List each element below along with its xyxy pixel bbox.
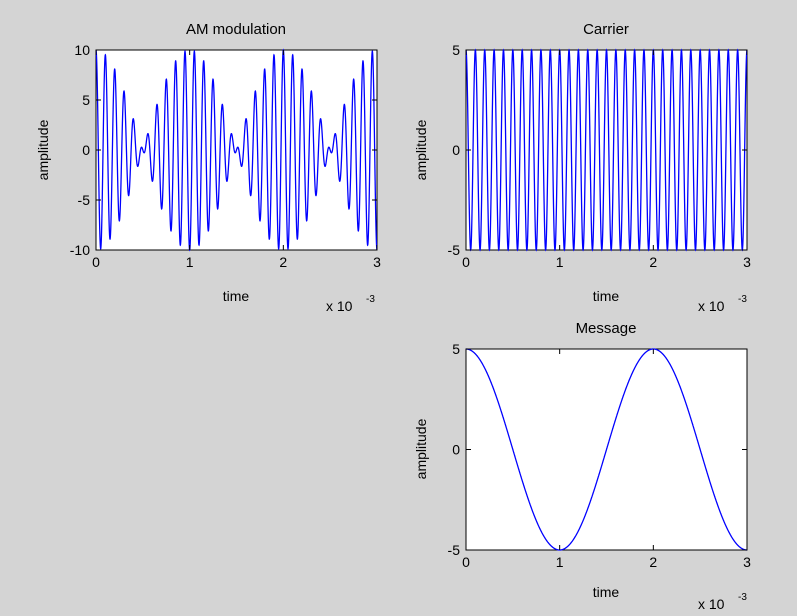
message-x-multiplier: x 10 -3	[698, 592, 747, 612]
message-chart: 0 1 2 3-505 Message time amplitude x 10 -3	[413, 320, 751, 612]
am-ytick-label-5: 5	[82, 92, 90, 108]
am-xtick-label-0: 0	[92, 254, 100, 270]
message-x-multiplier-exponent: -3	[738, 592, 747, 603]
carrier-xtick-label-1: 1	[556, 254, 564, 270]
am-ticks: 0 1 2 3 -10 -5 0 5 10	[70, 42, 381, 270]
am-x-multiplier: x 10 -3	[326, 294, 375, 314]
carrier-ytick-label-0: 0	[452, 142, 460, 158]
am-ylabel: amplitude	[35, 119, 51, 180]
message-x-multiplier-base: x 10	[698, 596, 725, 612]
carrier-x-multiplier-exponent: -3	[738, 294, 747, 305]
message-ytick-label-5: 5	[452, 341, 460, 357]
am-xtick-label-1: 1	[186, 254, 194, 270]
am-xlabel: time	[223, 288, 250, 304]
message-ticks: 0 1 2 3-505	[448, 341, 752, 570]
carrier-title: Carrier	[583, 21, 629, 38]
carrier-x-multiplier-base: x 10	[698, 298, 725, 314]
message-xlabel: time	[593, 584, 620, 600]
message-xtick-label-3: 3	[743, 554, 751, 570]
carrier-plot-area	[465, 49, 748, 251]
carrier-xlabel: time	[593, 288, 620, 304]
am-x-multiplier-exponent: -3	[366, 294, 375, 305]
message-ylabel: amplitude	[413, 418, 429, 479]
am-ytick-label--5: -5	[78, 192, 91, 208]
am-ytick-label-0: 0	[82, 142, 90, 158]
am-x-multiplier-base: x 10	[326, 298, 353, 314]
carrier-ylabel: amplitude	[413, 119, 429, 180]
carrier-ytick-label--5: -5	[448, 242, 461, 258]
message-xtick-label-2: 2	[649, 554, 657, 570]
message-title: Message	[576, 320, 637, 337]
am-ytick-label--10: -10	[70, 242, 90, 258]
carrier-chart: 0 1 2 3-505 Carrier time amplitude x 10 -3	[413, 21, 751, 314]
am-title: AM modulation	[186, 21, 286, 38]
am-xtick-label-3: 3	[373, 254, 381, 270]
carrier-x-multiplier: x 10 -3	[698, 294, 747, 314]
am-series-line	[95, 48, 378, 252]
message-series-line	[466, 348, 747, 551]
message-ytick-label-0: 0	[452, 442, 460, 458]
am-xtick-label-2: 2	[279, 254, 287, 270]
message-ytick-label--5: -5	[448, 542, 461, 558]
message-xtick-label-1: 1	[556, 554, 564, 570]
message-xtick-label-0: 0	[462, 554, 470, 570]
carrier-series-line	[465, 48, 748, 252]
am-modulation-chart: 0 1 2 3 -10 -5 0 5 10 AM modulation time amplitu…	[35, 21, 381, 314]
carrier-xtick-label-2: 2	[649, 254, 657, 270]
carrier-ticks: 0 1 2 3-505	[448, 42, 752, 270]
am-ytick-label-10: 10	[74, 42, 90, 58]
carrier-ytick-label-5: 5	[452, 42, 460, 58]
carrier-xtick-label-3: 3	[743, 254, 751, 270]
carrier-xtick-label-0: 0	[462, 254, 470, 270]
